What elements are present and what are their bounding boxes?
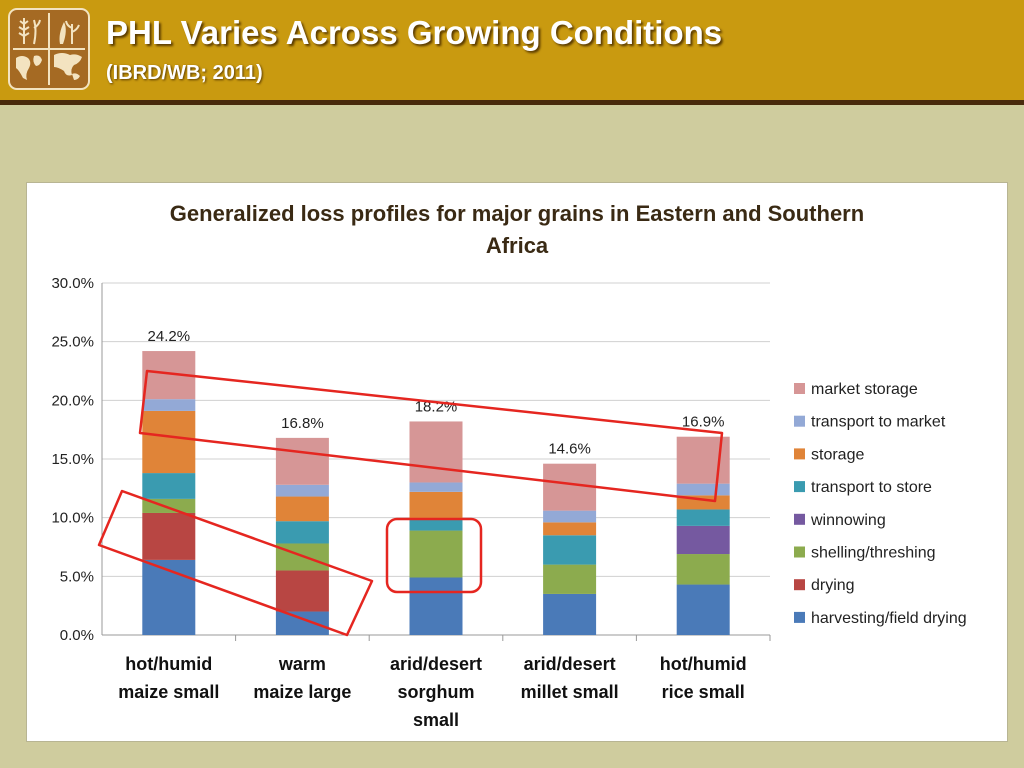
- bar-segment: [409, 518, 463, 531]
- stacked-bar-chart: Generalized loss profiles for major grai…: [51, 201, 967, 730]
- bar-segment: [409, 577, 463, 635]
- bar-segment: [275, 570, 329, 612]
- x-category-label: arid/desert: [390, 654, 482, 674]
- y-tick-label: 30.0%: [51, 275, 94, 292]
- header-divider: [0, 100, 1024, 105]
- world-map-grain-logo-icon: [8, 8, 90, 90]
- bar-segment: [409, 491, 463, 519]
- x-category-label: maize small: [118, 682, 219, 702]
- legend-swatch: [794, 611, 805, 623]
- slide-title: PHL Varies Across Growing Conditions: [106, 14, 723, 51]
- bar-segment: [676, 525, 730, 555]
- slide-header: [0, 0, 1024, 100]
- bar-segment: [543, 522, 597, 536]
- legend-swatch: [794, 546, 805, 558]
- legend-label: storage: [811, 446, 864, 463]
- legend-swatch: [794, 383, 805, 394]
- bar-segment: [409, 421, 463, 483]
- bar-segment: [543, 510, 597, 523]
- legend-label: harvesting/field drying: [811, 610, 967, 627]
- x-category-label: rice small: [662, 682, 745, 702]
- bar-segment: [275, 437, 329, 485]
- bar-segment: [676, 584, 730, 635]
- bar-segment: [275, 484, 329, 497]
- bar-segment: [142, 399, 196, 411]
- x-category-label: maize large: [253, 682, 351, 702]
- x-category-label: small: [413, 710, 459, 730]
- legend-label: transport to store: [811, 479, 932, 496]
- y-tick-label: 5.0%: [60, 568, 94, 585]
- data-label-total: 16.8%: [281, 415, 324, 432]
- legend-label: winnowing: [810, 512, 886, 529]
- highlight-outline: [97, 489, 374, 637]
- bar-segment: [676, 483, 730, 496]
- bar-segment: [275, 521, 329, 544]
- legend-swatch: [794, 415, 805, 427]
- legend-label: transport to market: [811, 414, 946, 431]
- slide-subtitle: (IBRD/WB; 2011): [106, 62, 263, 84]
- y-tick-label: 25.0%: [51, 334, 94, 351]
- legend-label: market storage: [811, 381, 918, 398]
- legend-swatch: [794, 481, 805, 493]
- bar-segment: [409, 530, 463, 578]
- y-tick-label: 0.0%: [60, 627, 94, 644]
- x-category-label: millet small: [521, 682, 619, 702]
- legend-swatch: [794, 448, 805, 460]
- bar-segment: [676, 509, 730, 526]
- bar-segment: [543, 564, 597, 594]
- bar-segment: [142, 410, 196, 474]
- chart-title-line: Generalized loss profiles for major grai…: [170, 201, 864, 226]
- x-category-label: hot/humid: [125, 654, 212, 674]
- bar-segment: [543, 535, 597, 565]
- bar-segment: [275, 611, 329, 635]
- bar-segment: [142, 559, 196, 635]
- chart-panel: Generalized loss profiles for major grai…: [26, 182, 1008, 742]
- data-label-total: 14.6%: [548, 441, 591, 458]
- y-tick-label: 10.0%: [51, 510, 94, 527]
- legend-swatch: [794, 579, 805, 591]
- x-category-label: warm: [278, 654, 326, 674]
- x-category-label: arid/desert: [524, 654, 616, 674]
- legend-swatch: [794, 513, 805, 525]
- highlight-outline: [138, 369, 724, 503]
- data-label-total: 24.2%: [148, 328, 191, 345]
- data-label-total: 16.9%: [682, 414, 725, 431]
- bar-segment: [676, 554, 730, 585]
- legend-label: shelling/threshing: [811, 545, 936, 562]
- chart-title-line: Africa: [486, 233, 549, 258]
- x-category-label: hot/humid: [660, 654, 747, 674]
- bar-segment: [543, 593, 597, 635]
- highlight-outline: [385, 517, 483, 594]
- legend-label: drying: [811, 577, 855, 594]
- bar-segment: [409, 482, 463, 492]
- bar-segment: [275, 496, 329, 522]
- bar-segment: [142, 512, 196, 560]
- y-tick-label: 20.0%: [51, 392, 94, 409]
- x-category-label: sorghum: [397, 682, 474, 702]
- bar-segment: [142, 473, 196, 499]
- bar-segment: [543, 463, 597, 511]
- y-tick-label: 15.0%: [51, 451, 94, 468]
